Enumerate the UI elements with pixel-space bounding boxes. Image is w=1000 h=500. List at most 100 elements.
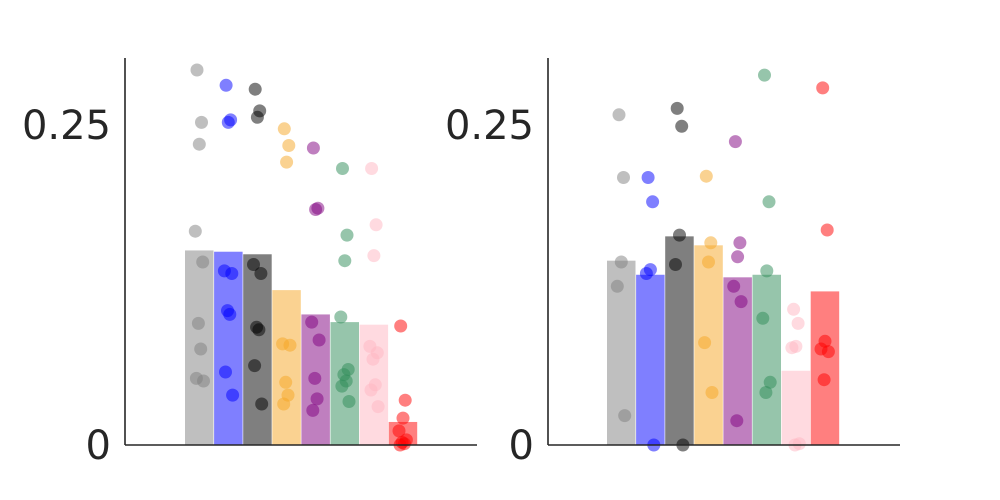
data-point-1-4-2 — [282, 139, 296, 152]
data-point-2-4-1 — [699, 169, 713, 183]
data-point-2-7-4 — [785, 341, 799, 355]
data-point-1-2-9 — [226, 388, 240, 402]
data-point-2-5-4 — [727, 279, 741, 293]
data-point-2-6-4 — [756, 311, 770, 325]
bar-1-3 — [243, 254, 272, 445]
data-point-1-6-1 — [336, 162, 349, 175]
data-point-2-6-6 — [759, 386, 773, 399]
data-point-2-2-2 — [646, 195, 660, 209]
data-point-1-6-2 — [340, 228, 354, 242]
data-point-2-1-1 — [612, 108, 626, 122]
data-point-2-5-6 — [730, 414, 744, 428]
data-point-1-1-6 — [191, 316, 205, 330]
data-point-1-1-2 — [195, 115, 208, 129]
data-point-1-3-8 — [248, 359, 262, 373]
data-point-1-1-3 — [192, 137, 206, 151]
data-point-1-5-3 — [309, 203, 323, 216]
data-point-1-7-2 — [369, 218, 383, 232]
data-point-2-1-2 — [617, 171, 630, 184]
data-point-1-7-9 — [371, 400, 385, 414]
data-point-1-3-1 — [248, 82, 262, 96]
data-point-2-8-6 — [817, 373, 831, 387]
data-point-1-2-3 — [221, 115, 235, 129]
bar-2-6 — [752, 274, 781, 445]
data-point-2-6-5 — [763, 375, 777, 389]
data-point-1-2-7 — [223, 307, 237, 321]
data-point-1-5-8 — [306, 403, 320, 417]
data-point-1-3-7 — [252, 323, 266, 337]
data-point-2-2-1 — [641, 171, 655, 184]
data-point-1-6-8 — [335, 379, 349, 393]
data-point-1-6-9 — [342, 395, 356, 408]
data-point-2-5-3 — [731, 250, 745, 264]
data-point-1-2-5 — [225, 267, 239, 280]
data-point-1-3-4 — [247, 258, 260, 271]
data-point-1-8-4 — [392, 424, 406, 438]
panel-1: 00.25 — [22, 58, 477, 469]
data-point-1-6-4 — [334, 310, 348, 324]
data-point-2-3-2 — [675, 119, 689, 133]
data-point-2-5-5 — [734, 295, 748, 309]
data-point-1-2-1 — [219, 78, 233, 92]
data-point-2-1-3 — [614, 255, 628, 269]
data-point-2-4-2 — [704, 236, 718, 250]
bar-1-2 — [214, 251, 243, 445]
data-point-2-8-1 — [816, 81, 830, 95]
data-point-1-5-4 — [305, 315, 319, 329]
data-point-1-5-6 — [308, 371, 322, 385]
data-point-2-8-2 — [820, 223, 834, 237]
data-point-2-7-1 — [787, 302, 801, 316]
data-point-2-4-4 — [698, 336, 712, 350]
data-point-1-8-3 — [396, 411, 410, 425]
data-point-2-3-4 — [669, 258, 682, 271]
data-point-1-4-3 — [280, 155, 294, 169]
data-point-2-6-1 — [758, 68, 771, 82]
data-point-2-6-3 — [760, 264, 774, 278]
data-point-1-4-8 — [277, 397, 291, 411]
data-point-2-3-3 — [673, 228, 686, 242]
data-point-1-7-8 — [364, 383, 378, 397]
data-point-1-1-1 — [190, 63, 204, 77]
y-tick-label-2-1: 0 — [509, 423, 534, 469]
panel-2: 00.25 — [445, 58, 900, 469]
y-tick-label-1-2: 0.25 — [22, 103, 111, 149]
data-point-2-3-1 — [670, 101, 684, 115]
data-point-1-6-3 — [338, 254, 352, 268]
bar-2-8 — [810, 291, 840, 445]
data-point-1-8-1 — [394, 319, 408, 333]
data-point-1-3-9 — [255, 397, 269, 411]
data-point-1-8-2 — [398, 393, 412, 407]
data-point-1-5-5 — [312, 333, 326, 347]
data-point-1-7-1 — [365, 162, 379, 175]
y-tick-label-2-2: 0.25 — [445, 103, 534, 149]
data-point-1-1-9 — [197, 374, 210, 388]
data-point-1-1-7 — [194, 342, 208, 356]
data-point-1-2-8 — [219, 365, 232, 379]
data-point-1-7-6 — [366, 352, 380, 366]
data-point-2-7-2 — [791, 316, 805, 330]
data-point-1-7-3 — [367, 249, 381, 263]
bar-1-4 — [272, 290, 301, 445]
y-tick-label-1-1: 0 — [86, 423, 111, 469]
data-point-2-4-5 — [705, 386, 719, 399]
data-point-2-5-2 — [733, 236, 747, 250]
data-point-1-4-5 — [283, 338, 297, 352]
data-point-2-5-1 — [728, 135, 742, 149]
bar-2-7 — [781, 370, 811, 445]
bar-2-3 — [665, 236, 694, 445]
data-point-1-3-5 — [254, 267, 268, 280]
data-point-1-5-7 — [310, 392, 324, 406]
bar-2-2 — [636, 274, 665, 445]
data-point-2-2-4 — [639, 267, 653, 280]
data-point-1-5-1 — [306, 141, 320, 155]
data-point-2-1-5 — [618, 409, 632, 423]
data-point-2-8-5 — [821, 345, 835, 359]
data-point-1-4-1 — [277, 122, 291, 136]
data-point-1-3-3 — [250, 110, 264, 124]
data-point-1-4-6 — [279, 375, 293, 389]
data-point-2-1-4 — [610, 279, 624, 293]
data-point-1-1-4 — [188, 224, 202, 238]
data-point-2-4-3 — [702, 255, 715, 269]
data-point-1-1-5 — [196, 255, 210, 269]
